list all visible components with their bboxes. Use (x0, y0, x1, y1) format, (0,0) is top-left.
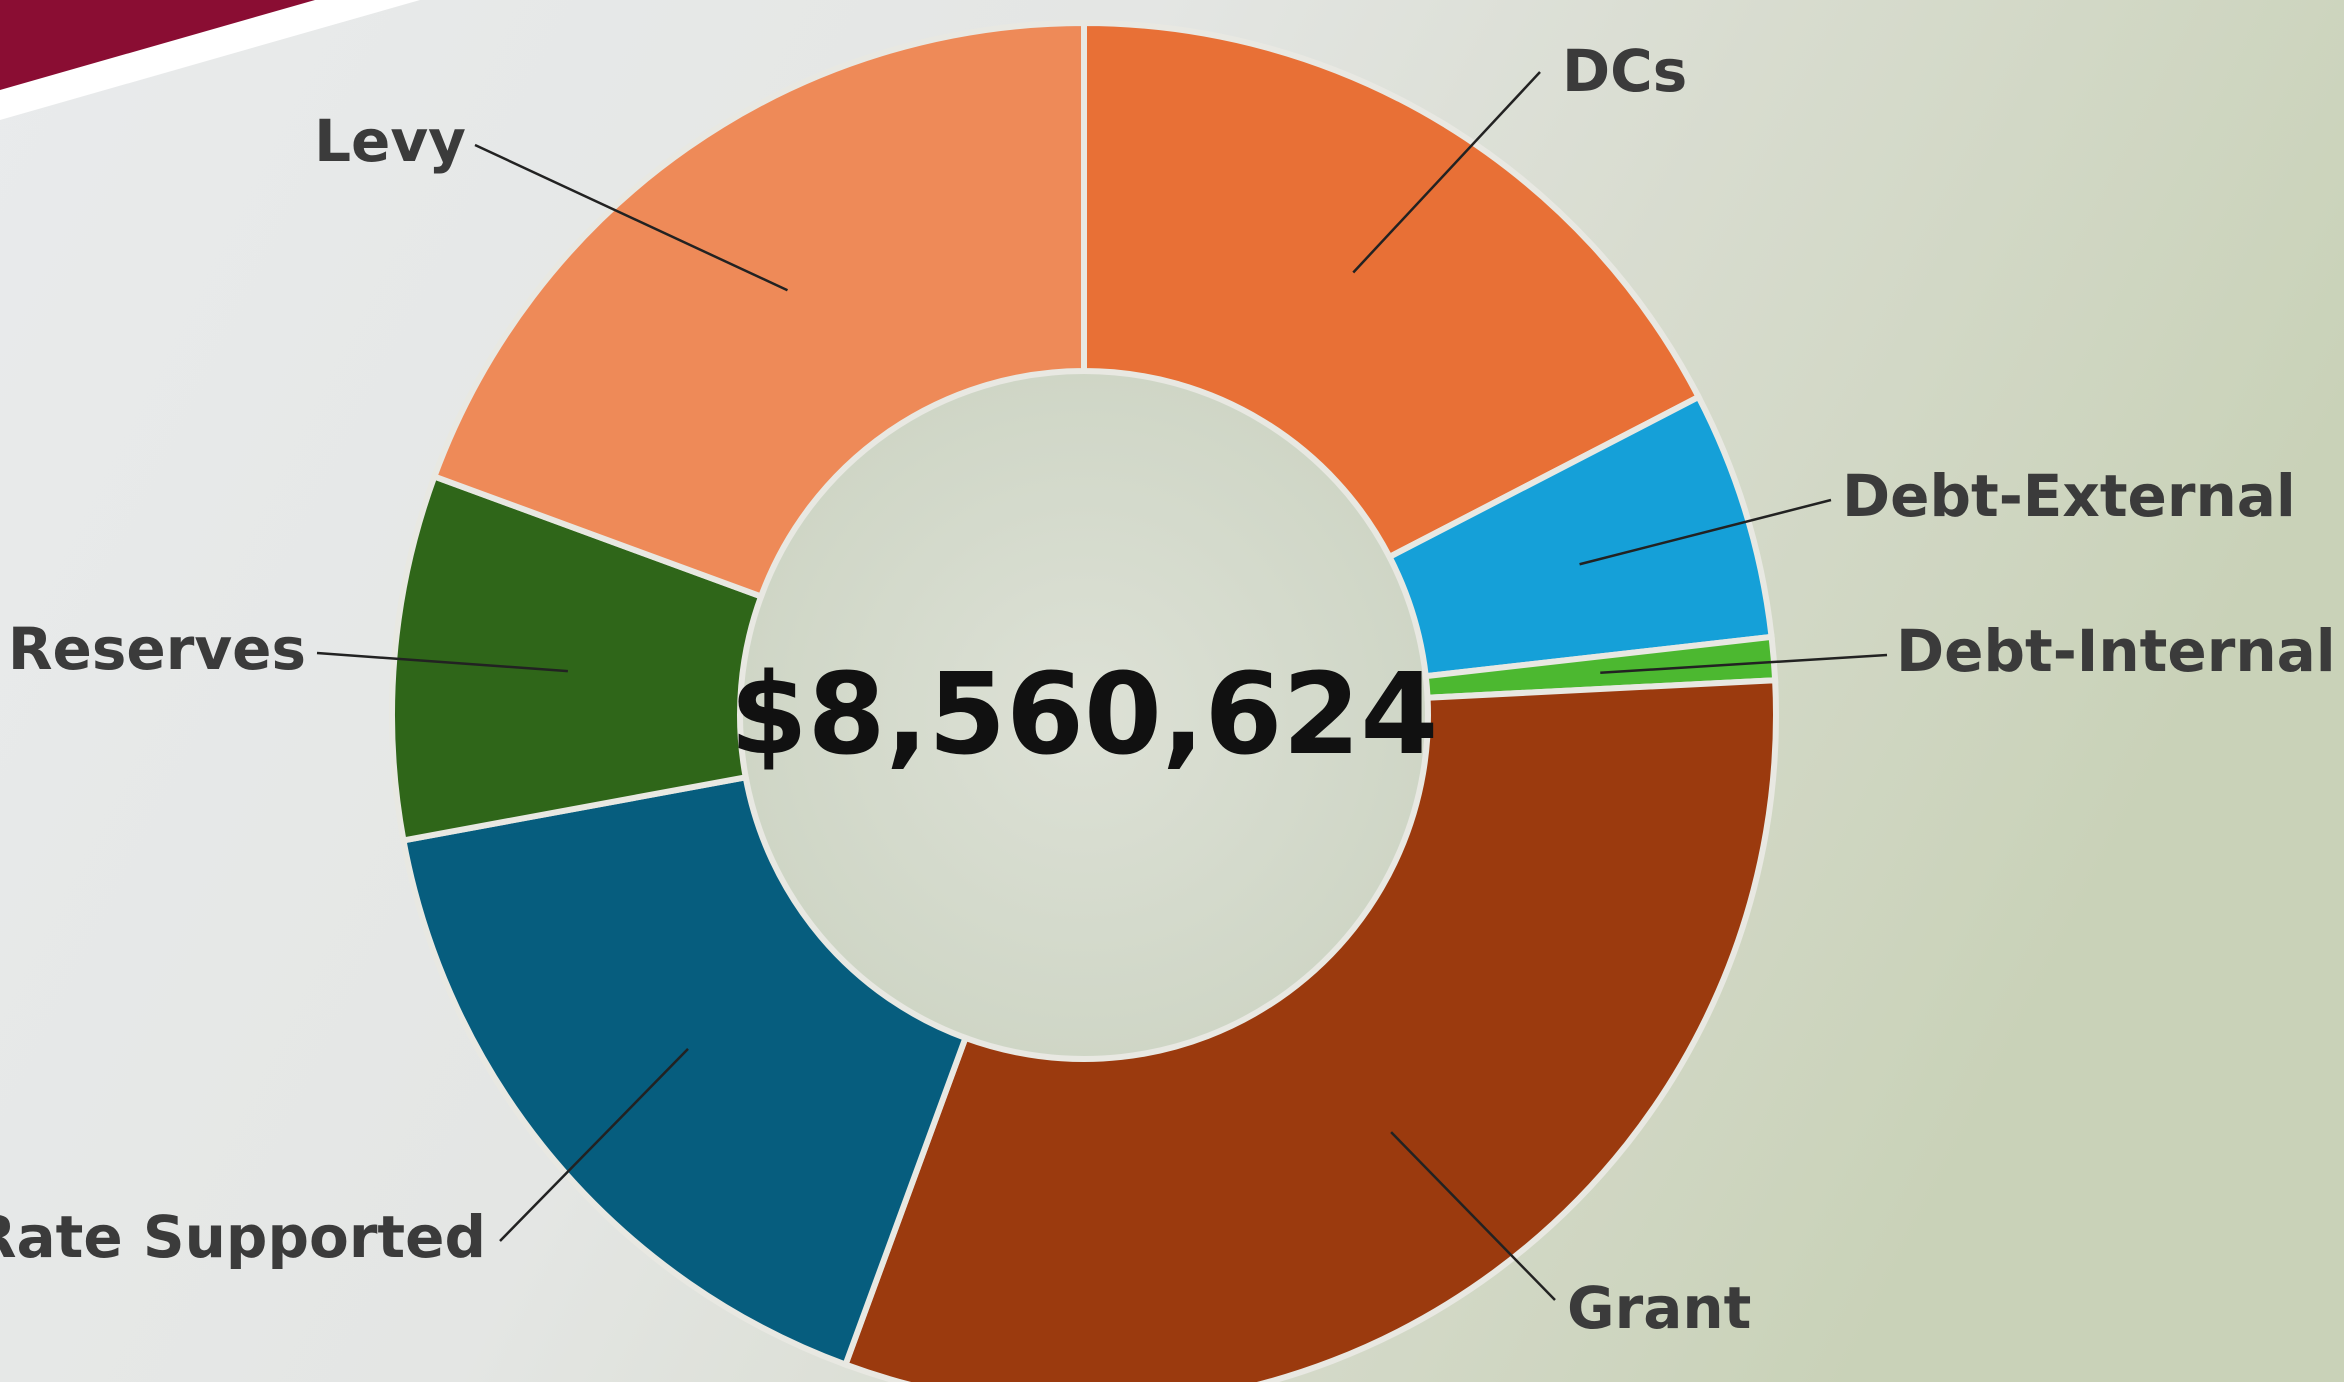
segment-label: Levy (314, 107, 466, 175)
donut-hole (740, 371, 1428, 1059)
corner-band (0, 0, 315, 90)
center-total: $8,560,624 (730, 650, 1439, 780)
leader-line (1579, 498, 1832, 566)
donut-segment (399, 773, 970, 1369)
leader-line (1352, 71, 1541, 274)
donut-segment (1081, 19, 1703, 561)
leader-line (474, 143, 789, 292)
donut-segment (430, 19, 1087, 601)
segment-label: Grant (1567, 1274, 1751, 1342)
segment-label: Reserves (8, 615, 306, 683)
leader-line (499, 1048, 689, 1242)
segment-label: Rate Supported (0, 1203, 486, 1271)
donut-segment (389, 472, 765, 844)
leader-line (316, 651, 568, 673)
leader-line (1600, 653, 1888, 674)
segment-label: Debt-Internal (1896, 617, 2336, 685)
segment-label: DCs (1562, 37, 1687, 105)
donut-segment (841, 677, 1779, 1382)
leader-line (1390, 1131, 1556, 1301)
segment-label: Debt-External (1842, 462, 2296, 530)
